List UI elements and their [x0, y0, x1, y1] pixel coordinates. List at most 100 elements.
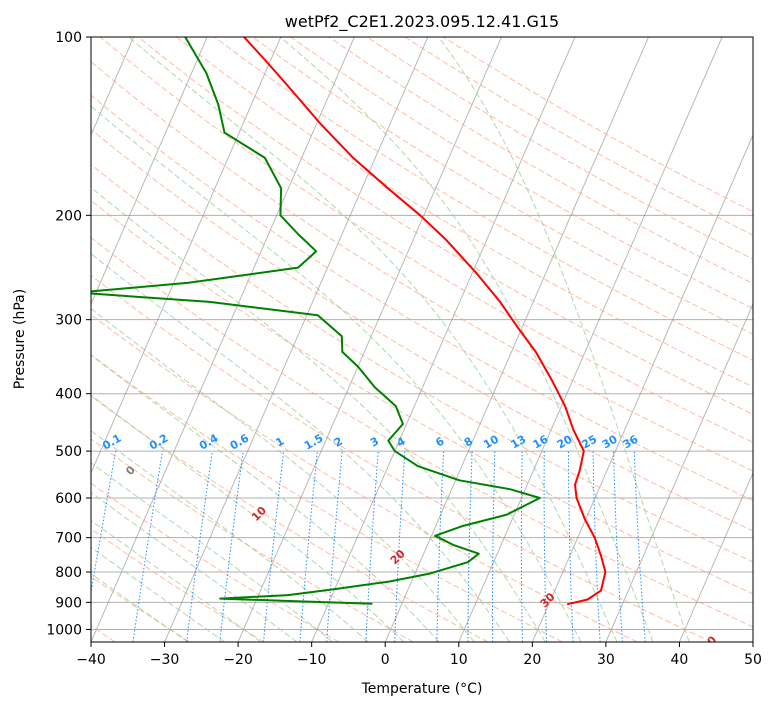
dry-adiabat-line: [91, 274, 712, 642]
mixing-ratio-label: 1: [273, 435, 286, 450]
mixing-ratio-line: [394, 451, 406, 642]
mixing-ratio-lines: [91, 451, 646, 642]
mixing-ratio-label: 36: [621, 432, 641, 451]
mixing-ratio-line: [613, 451, 624, 642]
dry-adiabat-line: [91, 199, 753, 595]
y-tick-label: 900: [55, 595, 82, 611]
mixing-ratio-line: [326, 451, 343, 642]
mixing-ratio-label: 0.4: [197, 431, 221, 452]
dry-adiabat-label: 40: [699, 633, 719, 653]
moist-adiabat-line: [91, 462, 334, 642]
dry-adiabat-line: [91, 236, 753, 628]
isotherm-line: [458, 37, 723, 642]
x-axis-label: Temperature (°C): [361, 681, 483, 697]
x-tick-label: 50: [744, 652, 762, 668]
y-tick-label: 100: [55, 30, 82, 46]
y-tick-label: 500: [55, 444, 82, 460]
isotherm-line: [164, 37, 429, 642]
x-tick-label: −10: [297, 652, 327, 668]
moist-adiabat-line: [438, 37, 690, 642]
mixing-ratio-line: [492, 451, 496, 642]
y-axis-ticks: 100 200 300 400 500 600 700 800 900 1000: [46, 30, 91, 638]
dry-adiabat-line: [176, 37, 753, 388]
mixing-ratio-line: [567, 451, 574, 642]
dry-adiabat-line: [91, 163, 753, 563]
dry-adiabat-line: [252, 37, 753, 335]
isotherm-line: [384, 37, 650, 642]
dry-adiabat-line: [91, 438, 414, 642]
mixing-ratio-label: 10: [481, 432, 501, 451]
dry-adiabat-line: [328, 37, 753, 285]
isotherm-line: [237, 37, 502, 642]
mixing-ratio-label: 16: [531, 432, 551, 451]
moist-adiabat-line: [91, 491, 298, 642]
x-tick-label: 20: [523, 652, 541, 668]
moist-adiabat-lines: [91, 37, 690, 642]
y-tick-label: 600: [55, 491, 82, 507]
mixing-ratio-line: [186, 451, 213, 642]
plot-area: 0.10.20.40.611.52346810131620253036-100-…: [0, 37, 753, 653]
moist-adiabat-line: [91, 546, 225, 642]
mixing-ratio-label: 0.2: [147, 432, 170, 453]
mixing-ratio-label: 3: [368, 435, 381, 450]
isotherm-line: [605, 302, 753, 642]
x-axis-ticks: −40 −30 −20 −10 0 10 20 30 40 50: [76, 642, 762, 668]
dewpoint-profile-line: [91, 37, 541, 605]
y-tick-label: 700: [55, 531, 82, 547]
plot-frame: [90, 36, 754, 643]
dry-adiabat-line: [91, 395, 489, 642]
dry-adiabat-lines: [91, 37, 753, 642]
temperature-profile-line: [243, 37, 607, 606]
dry-adiabat-line: [137, 37, 753, 415]
isotherm-line: [0, 37, 60, 642]
isotherm-line: [531, 133, 753, 642]
moist-adiabat-line: [128, 37, 618, 642]
x-tick-label: 10: [450, 652, 468, 668]
dry-adiabat-line: [91, 128, 753, 532]
mixing-ratio-line: [299, 451, 318, 642]
y-axis-label: Pressure (hPa): [12, 289, 28, 389]
isotherm-line: [91, 37, 355, 642]
mixing-ratio-line: [633, 451, 646, 642]
dry-adiabat-line: [99, 37, 753, 443]
mixing-ratio-line: [592, 451, 601, 642]
moist-adiabat-line: [91, 307, 475, 642]
x-tick-label: −30: [150, 652, 180, 668]
mixing-ratio-line: [467, 451, 473, 642]
mixing-ratio-line: [91, 451, 117, 596]
moist-adiabat-line: [91, 519, 262, 642]
mixing-ratio-line: [543, 451, 548, 642]
isotherm-line: [752, 640, 753, 642]
moist-adiabat-line: [91, 253, 511, 642]
y-tick-label: 1000: [46, 622, 82, 638]
profile-series: [91, 37, 607, 606]
dry-adiabat-line: [91, 575, 190, 642]
dry-adiabat-line: [91, 313, 638, 642]
y-tick-label: 800: [55, 565, 82, 581]
dry-adiabat-label: -10: [0, 416, 23, 439]
x-tick-label: 0: [381, 652, 390, 668]
isotherm-line: [91, 37, 208, 306]
mixing-ratio-label: 20: [555, 432, 575, 451]
mixing-ratio-line: [365, 451, 379, 642]
moist-adiabat-line: [91, 186, 546, 642]
dry-adiabat-line: [91, 94, 753, 502]
mixing-ratio-line: [520, 451, 523, 642]
isotherm-line: [91, 37, 282, 475]
dry-adiabat-label: 30: [538, 590, 558, 610]
x-tick-label: −40: [76, 652, 106, 668]
mixing-ratio-line: [436, 451, 445, 642]
moist-adiabat-line: [91, 105, 582, 642]
moist-adiabat-line: [91, 430, 369, 642]
dry-adiabat-line: [91, 528, 265, 642]
pressure-gridlines: [91, 37, 753, 630]
mixing-ratio-line: [263, 451, 285, 642]
y-tick-label: 300: [55, 313, 82, 329]
moist-adiabat-line: [91, 572, 189, 642]
dry-adiabat-line: [214, 37, 753, 361]
x-tick-label: 30: [597, 652, 615, 668]
isotherm-line: [311, 37, 576, 642]
y-tick-label: 400: [55, 387, 82, 403]
isotherm-lines: [0, 37, 753, 642]
